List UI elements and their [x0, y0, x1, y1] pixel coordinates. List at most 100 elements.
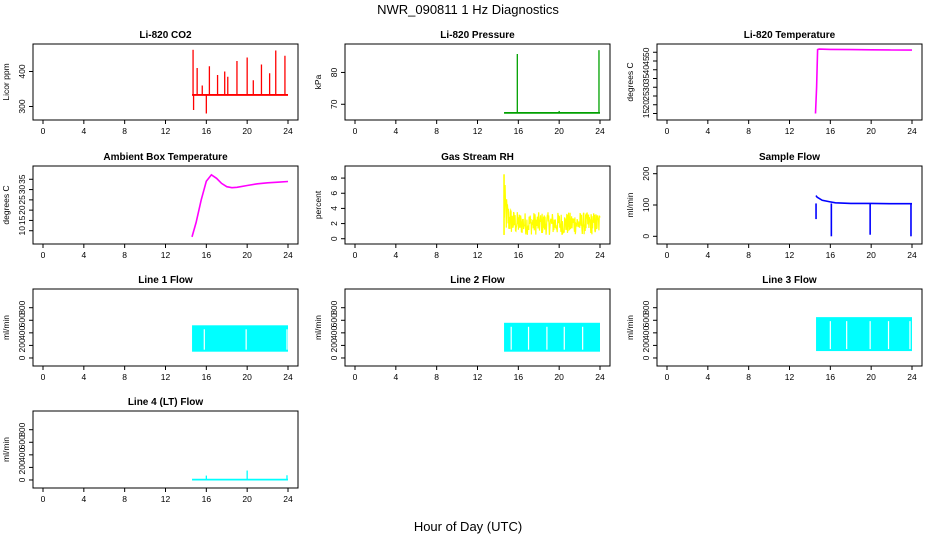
x-tick-label: 16 [826, 372, 836, 382]
data-series [814, 48, 913, 114]
x-tick-label: 20 [866, 372, 876, 382]
chart-title: Li-820 CO2 [139, 30, 192, 41]
x-tick-label: 8 [746, 126, 751, 136]
y-tick-label: 80 [329, 67, 339, 77]
x-tick-label: 8 [122, 250, 127, 260]
x-tick-label: 4 [81, 250, 86, 260]
series-line [191, 173, 289, 238]
x-tick-label: 0 [353, 250, 358, 260]
x-tick-label: 12 [785, 250, 795, 260]
x-tick-label: 16 [514, 126, 524, 136]
plot-frame [344, 165, 611, 245]
y-axis-label: ml/min [1, 315, 11, 340]
x-tick-label: 12 [161, 126, 171, 136]
y-tick-label: 800 [17, 422, 27, 436]
x-tick-label: 4 [705, 372, 710, 382]
y-tick-label: 0 [329, 236, 339, 241]
x-tick-label: 0 [41, 126, 46, 136]
x-tick-label: 20 [242, 372, 252, 382]
x-tick-label: 16 [202, 494, 212, 504]
x-tick-label: 0 [41, 250, 46, 260]
x-tick-label: 24 [283, 250, 293, 260]
x-tick-label: 24 [283, 126, 293, 136]
y-tick-label: 10 [17, 226, 27, 236]
y-tick-label: 6 [329, 191, 339, 196]
x-tick-label: 16 [514, 372, 524, 382]
y-tick-label: 600 [641, 313, 651, 327]
plot-frame [656, 43, 923, 121]
y-axis-label: ml/min [313, 315, 323, 340]
x-tick-label: 4 [81, 126, 86, 136]
y-axis-label: percent [313, 190, 323, 219]
plot-frame [32, 43, 299, 121]
x-tick-label: 0 [353, 372, 358, 382]
x-tick-label: 24 [283, 494, 293, 504]
y-tick-label: 200 [329, 338, 339, 352]
x-tick-label: 8 [746, 250, 751, 260]
y-tick-label: 600 [329, 313, 339, 327]
chart-title: Li-820 Pressure [440, 30, 515, 41]
x-tick-label: 20 [242, 126, 252, 136]
figure-title: NWR_090811 1 Hz Diagnostics [377, 2, 559, 17]
x-tick-label: 4 [705, 250, 710, 260]
x-tick-label: 20 [242, 250, 252, 260]
y-tick-label: 800 [641, 300, 651, 314]
x-tick-label: 0 [41, 372, 46, 382]
x-tick-label: 12 [161, 250, 171, 260]
y-axis-label: Licor ppm [1, 63, 11, 100]
x-tick-label: 0 [665, 372, 670, 382]
x-tick-label: 8 [122, 494, 127, 504]
y-tick-label: 400 [17, 447, 27, 461]
x-tick-label: 8 [434, 372, 439, 382]
y-tick-label: 400 [641, 325, 651, 339]
y-tick-label: 400 [329, 325, 339, 339]
data-series [816, 317, 912, 352]
x-tick-label: 24 [907, 372, 917, 382]
y-tick-label: 25 [641, 91, 651, 101]
x-tick-label: 12 [161, 372, 171, 382]
x-tick-label: 20 [866, 250, 876, 260]
series-band [192, 325, 288, 352]
x-tick-label: 4 [81, 372, 86, 382]
x-tick-label: 4 [705, 126, 710, 136]
y-axis-label: degrees C [625, 62, 635, 101]
x-tick-label: 16 [202, 126, 212, 136]
x-tick-label: 24 [907, 250, 917, 260]
data-series [503, 174, 601, 235]
x-tick-label: 0 [665, 250, 670, 260]
data-series [815, 195, 912, 237]
y-tick-label: 20 [17, 205, 27, 215]
x-tick-label: 0 [665, 126, 670, 136]
y-tick-label: 800 [329, 300, 339, 314]
x-tick-label: 12 [473, 126, 483, 136]
chart-title: Li-820 Temperature [744, 30, 836, 41]
data-series [504, 50, 600, 114]
y-tick-label: 200 [17, 338, 27, 352]
y-tick-label: 4 [329, 206, 339, 211]
x-tick-label: 8 [122, 372, 127, 382]
y-tick-label: 100 [641, 198, 651, 212]
y-tick-label: 20 [641, 100, 651, 110]
y-tick-label: 0 [17, 477, 27, 482]
chart-title: Line 1 Flow [138, 275, 193, 286]
plot-frame [32, 165, 299, 245]
y-axis-label: degrees C [1, 185, 11, 224]
x-tick-label: 8 [122, 126, 127, 136]
chart-panel-6: Sample Flow ml/min 0 4 8 12 16 20 24 0 100 200 [625, 152, 923, 260]
y-tick-label: 0 [17, 355, 27, 360]
x-tick-label: 4 [81, 494, 86, 504]
y-tick-label: 35 [17, 174, 27, 184]
chart-panel-3: Li-820 Temperature degrees C 0 4 8 12 16 20 24 15… [625, 30, 923, 136]
chart-title: Gas Stream RH [441, 152, 514, 163]
x-tick-label: 24 [907, 126, 917, 136]
data-series [504, 322, 600, 352]
data-series [192, 49, 288, 114]
plot-frame [344, 43, 611, 121]
chart-panel-9: Line 3 Flow ml/min 0 4 8 12 16 20 24 0 20040060080… [625, 275, 923, 382]
chart-title: Sample Flow [759, 152, 820, 163]
y-tick-label: 800 [17, 300, 27, 314]
data-series [191, 173, 289, 238]
y-tick-label: 15 [641, 109, 651, 119]
